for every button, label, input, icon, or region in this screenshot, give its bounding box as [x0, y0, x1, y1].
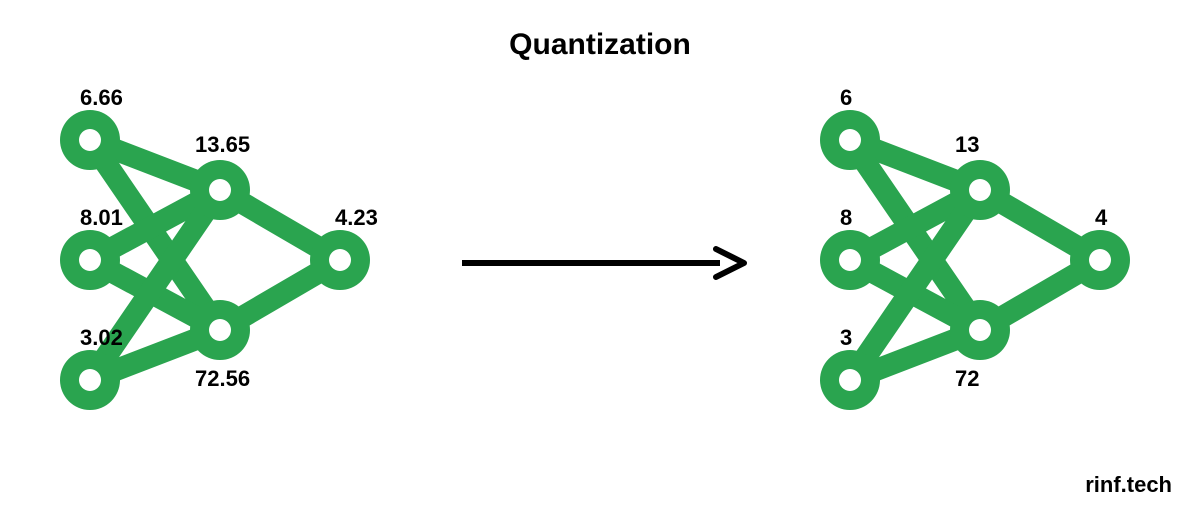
node-label-m2: 72.56 [195, 366, 250, 392]
node-label-r1: 4 [1095, 205, 1107, 231]
node-m1-hole [969, 179, 991, 201]
node-label-l3: 3.02 [80, 325, 123, 351]
node-label-l3: 3 [840, 325, 852, 351]
transform-arrow-icon [460, 245, 748, 281]
node-l2-hole [79, 249, 101, 271]
node-r1-hole [1089, 249, 1111, 271]
node-label-m1: 13.65 [195, 132, 250, 158]
node-label-l1: 6.66 [80, 85, 123, 111]
watermark-text: rinf.tech [1085, 472, 1172, 498]
node-l2-hole [839, 249, 861, 271]
node-l1-hole [79, 129, 101, 151]
node-m1-hole [209, 179, 231, 201]
network-left: 6.66 8.01 3.02 13.65 72.56 4.23 [30, 60, 390, 460]
node-r1-hole [329, 249, 351, 271]
node-m2-hole [209, 319, 231, 341]
node-label-l2: 8.01 [80, 205, 123, 231]
node-label-l2: 8 [840, 205, 852, 231]
node-label-r1: 4.23 [335, 205, 378, 231]
node-l3-hole [839, 369, 861, 391]
node-m2-hole [969, 319, 991, 341]
diagram-canvas: Quantization 6.668.013.0213.6572.564.23 … [0, 0, 1200, 512]
network-right: 6 8 3 13 72 4 [790, 60, 1150, 460]
node-l3-hole [79, 369, 101, 391]
node-l1-hole [839, 129, 861, 151]
node-label-l1: 6 [840, 85, 852, 111]
node-label-m1: 13 [955, 132, 979, 158]
node-label-m2: 72 [955, 366, 979, 392]
diagram-title: Quantization [0, 28, 1200, 62]
network-svg [30, 60, 390, 460]
network-svg [790, 60, 1150, 460]
